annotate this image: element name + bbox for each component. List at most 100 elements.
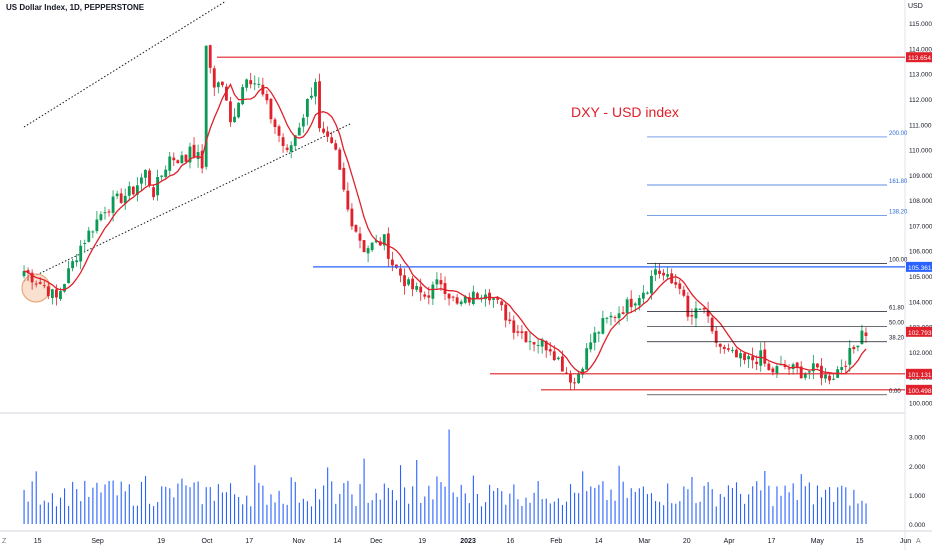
candle-body: [799, 366, 803, 379]
volume-bar: [116, 495, 118, 524]
candle-body: [423, 294, 427, 297]
volume-bar: [756, 481, 758, 524]
volume-bar: [51, 493, 53, 524]
volume-bar: [294, 481, 296, 524]
candle: [435, 272, 439, 290]
candle: [492, 296, 495, 308]
candle: [613, 315, 617, 323]
candle: [241, 84, 245, 106]
corner-left-label[interactable]: Z: [2, 538, 7, 545]
volume-bar: [262, 485, 264, 524]
candle: [743, 351, 746, 365]
candle: [322, 121, 325, 135]
candle-body: [310, 95, 313, 98]
volume-bar: [659, 501, 661, 524]
volume-bar: [221, 492, 223, 524]
candle-body: [342, 167, 346, 190]
candle-body: [390, 259, 394, 266]
volume-bar: [768, 485, 770, 524]
candle: [415, 282, 419, 293]
candle-body: [168, 156, 172, 171]
candle: [508, 311, 512, 325]
volume-bar: [314, 488, 317, 524]
candle-body: [852, 346, 856, 350]
candle-body: [431, 284, 435, 299]
volume-bar: [667, 483, 669, 524]
volume-bar: [274, 502, 276, 524]
candle-body: [139, 177, 143, 184]
volume-bar: [610, 489, 612, 524]
candle: [516, 324, 520, 337]
volume-bar: [343, 483, 345, 524]
candle: [577, 370, 580, 385]
y-tick-label: 112.000: [909, 97, 932, 104]
volume-bar: [565, 501, 568, 524]
candle-body: [257, 83, 261, 85]
candle-body: [415, 285, 419, 290]
candle: [726, 343, 730, 352]
volume-bar: [254, 465, 256, 524]
candle-body: [212, 68, 216, 88]
chart-annotation: DXY - USD index: [571, 104, 679, 120]
candle: [714, 326, 718, 348]
volume-bar: [618, 465, 620, 524]
volume-bar: [205, 487, 207, 524]
candle-body: [208, 45, 212, 68]
corner-right-label[interactable]: A: [916, 538, 921, 545]
candle: [87, 226, 91, 243]
candle: [71, 258, 75, 272]
volume-bar: [153, 506, 155, 524]
candle: [621, 306, 625, 315]
volume-bar: [541, 499, 543, 524]
candle: [556, 356, 560, 361]
volume-bar: [675, 503, 677, 524]
candle-body: [540, 339, 544, 347]
candle: [212, 65, 216, 96]
candle-body: [613, 317, 617, 319]
candle-body: [115, 193, 119, 197]
volume-bar: [80, 501, 82, 524]
volume-bar: [258, 482, 260, 524]
candle: [840, 359, 844, 375]
candle-body: [791, 364, 795, 369]
candle-body: [471, 291, 475, 305]
candle: [520, 324, 524, 340]
candle-body: [726, 348, 730, 350]
candle-body: [224, 86, 228, 101]
candle-body: [439, 280, 443, 285]
candle: [160, 175, 164, 181]
volume-bar: [594, 488, 596, 524]
volume-bar: [217, 484, 219, 524]
candle: [123, 188, 127, 210]
candle: [411, 276, 415, 297]
candle-body: [637, 298, 641, 306]
volume-bar: [711, 489, 713, 524]
candle-body: [832, 378, 836, 380]
candle-body: [544, 341, 548, 351]
candle: [115, 190, 119, 200]
volume-tick-label: 3.000: [909, 435, 926, 442]
volume-bar: [246, 495, 248, 524]
volume-bar: [383, 483, 385, 524]
candle: [265, 90, 269, 105]
volume-bar: [513, 484, 515, 524]
volume-bar: [282, 503, 284, 524]
candle: [512, 315, 516, 340]
volume-bar: [622, 481, 624, 524]
candle-body: [658, 270, 661, 274]
candle-body: [131, 186, 135, 195]
candle-body: [435, 279, 439, 285]
candle: [273, 117, 277, 134]
x-tick-label: 17: [245, 538, 253, 545]
fib-extension-label: 138.20: [889, 209, 908, 215]
candle: [431, 281, 435, 305]
volume-bar: [43, 500, 45, 524]
candle: [718, 343, 722, 354]
y-tick-label: 100.000: [909, 400, 932, 407]
volume-bar: [808, 482, 810, 524]
candle: [334, 139, 338, 151]
volume-bar: [829, 487, 831, 524]
candle-body: [99, 214, 103, 221]
candle-body: [475, 293, 479, 299]
